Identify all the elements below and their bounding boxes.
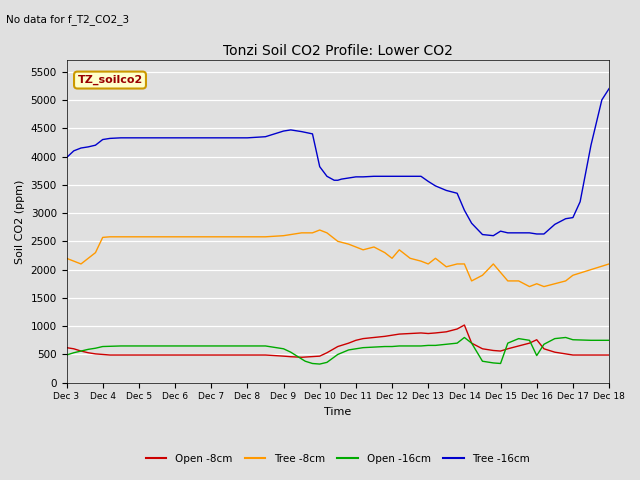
X-axis label: Time: Time: [324, 407, 351, 417]
Y-axis label: Soil CO2 (ppm): Soil CO2 (ppm): [15, 180, 25, 264]
Title: Tonzi Soil CO2 Profile: Lower CO2: Tonzi Soil CO2 Profile: Lower CO2: [223, 44, 452, 58]
Legend: Open -8cm, Tree -8cm, Open -16cm, Tree -16cm: Open -8cm, Tree -8cm, Open -16cm, Tree -…: [141, 449, 534, 468]
Text: No data for f_T2_CO2_3: No data for f_T2_CO2_3: [6, 14, 129, 25]
Text: TZ_soilco2: TZ_soilco2: [77, 75, 143, 85]
